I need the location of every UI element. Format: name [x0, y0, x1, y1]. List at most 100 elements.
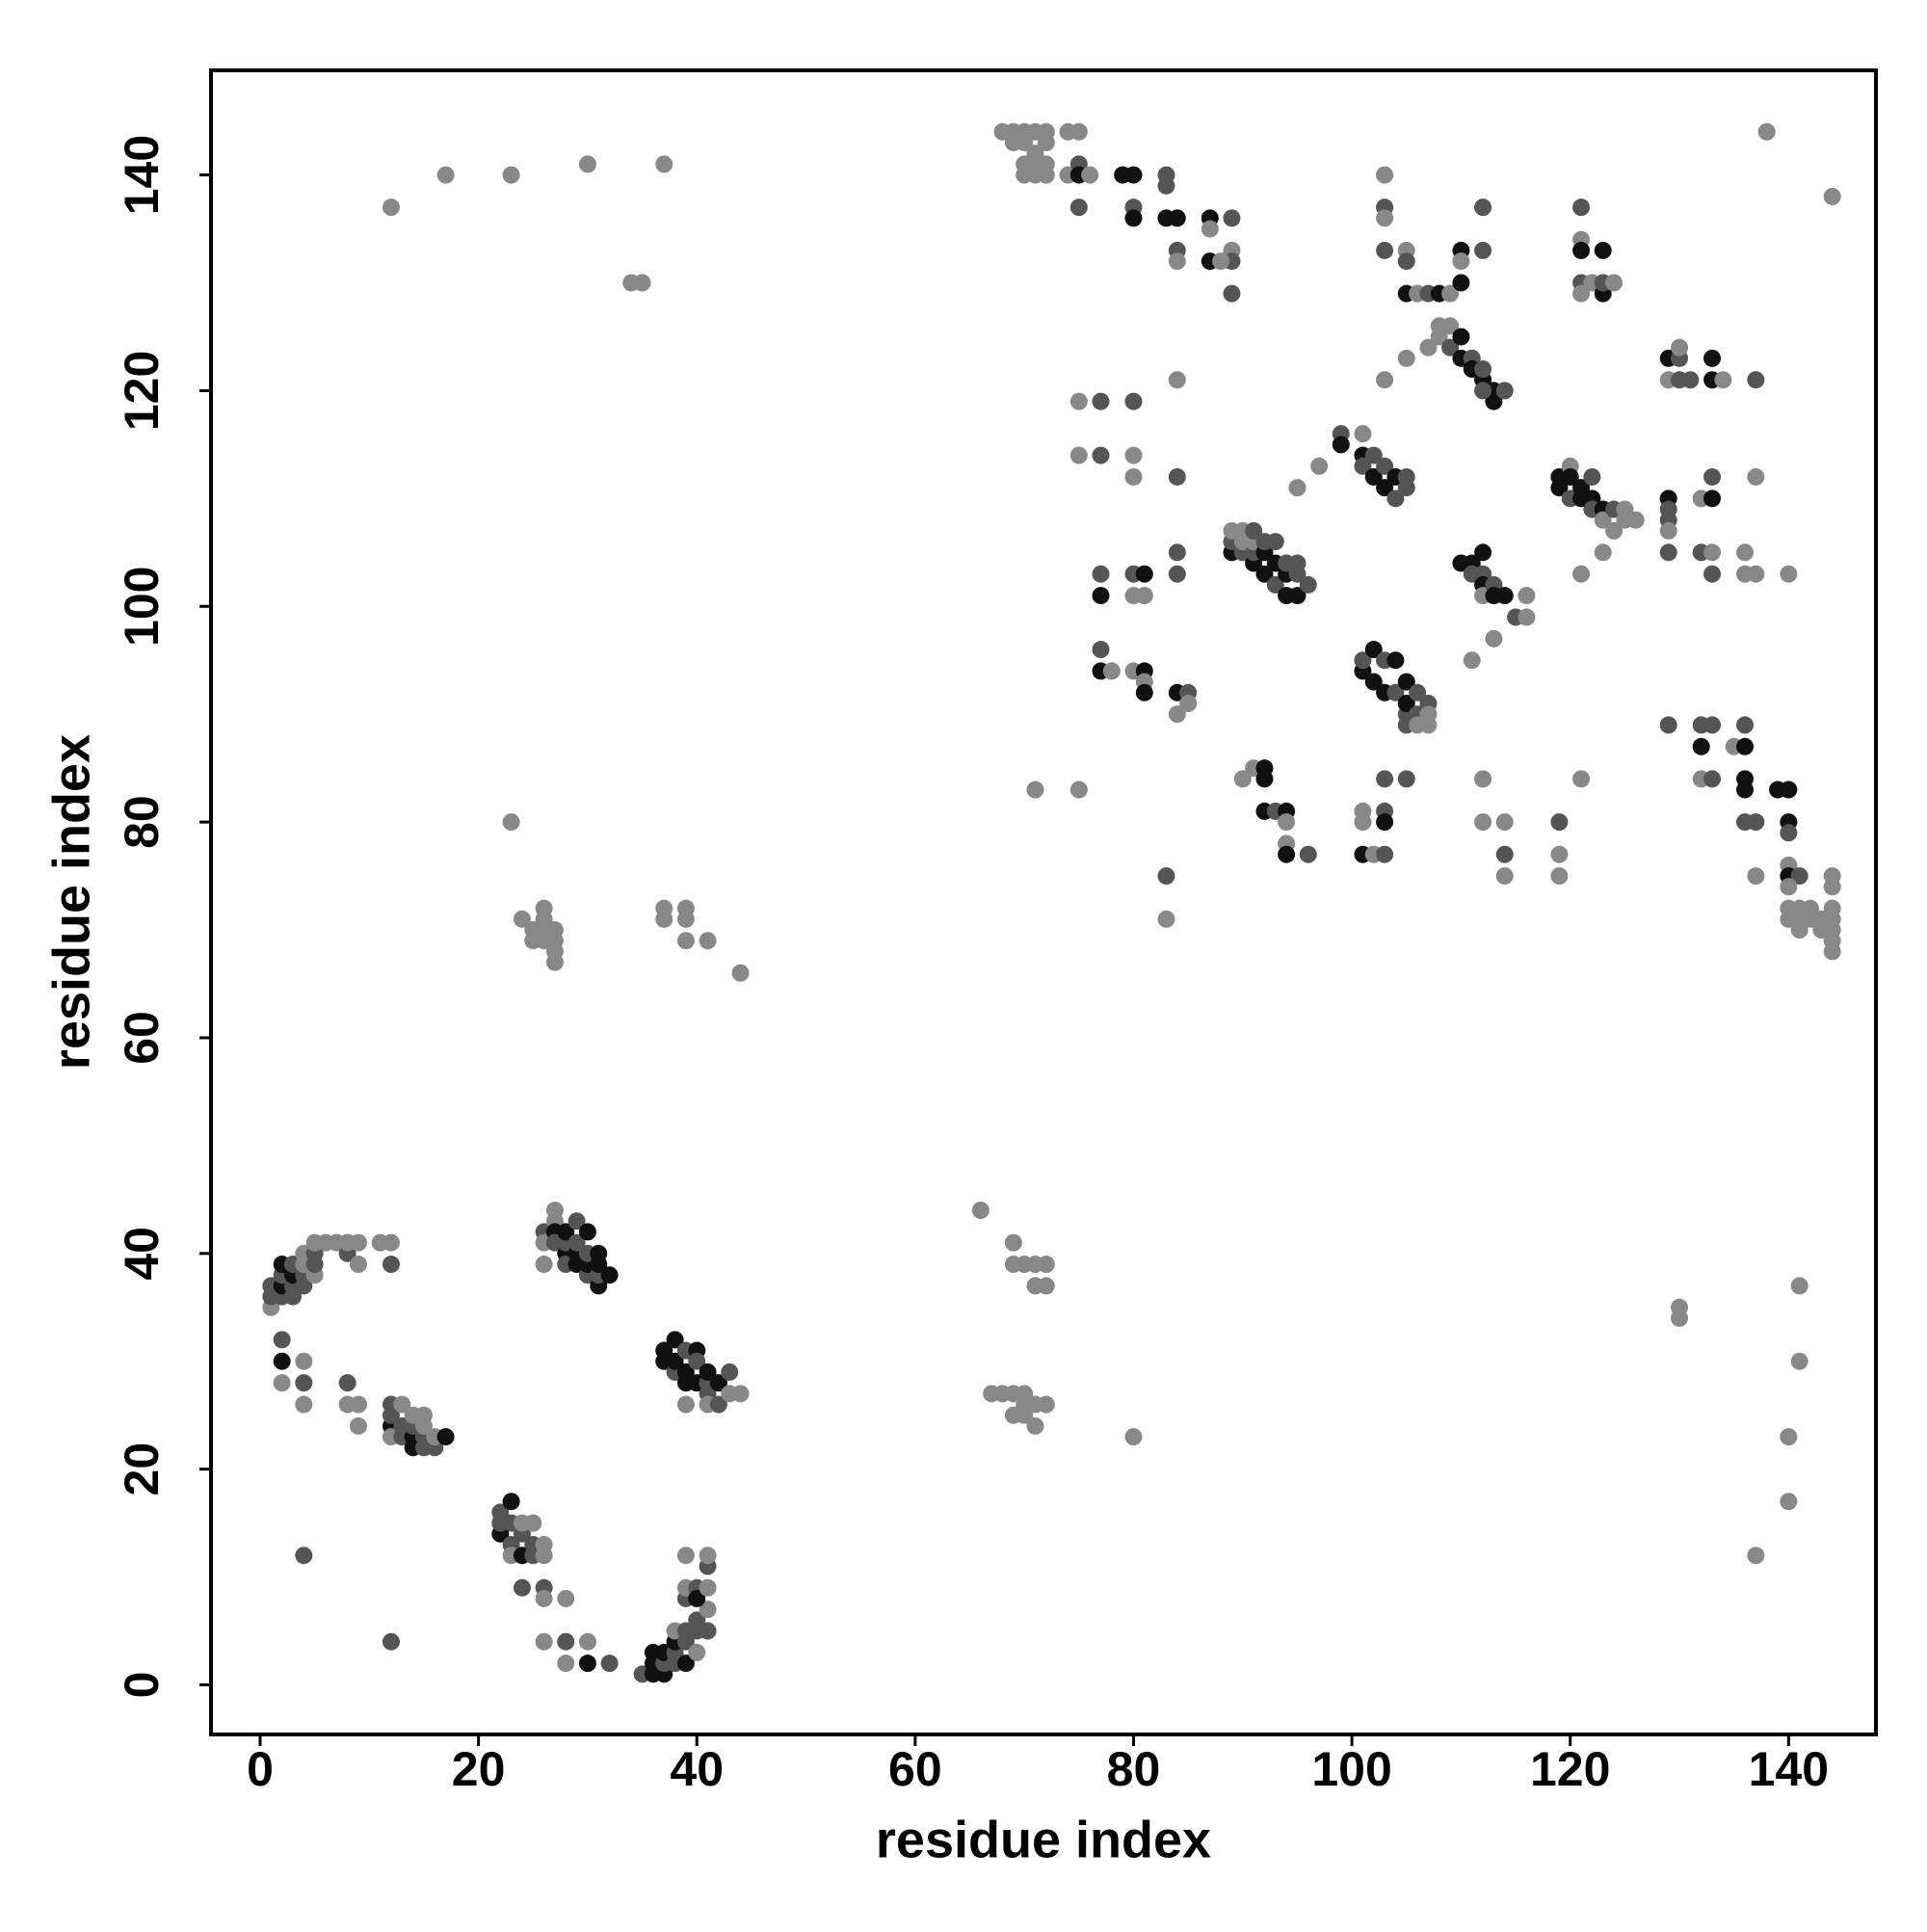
contact-point: [502, 166, 520, 184]
contact-point: [666, 1352, 684, 1370]
contact-point: [1419, 338, 1438, 357]
contact-point: [699, 1622, 717, 1640]
contact-point: [1452, 252, 1470, 271]
contact-point: [1474, 770, 1492, 788]
contact-point: [1157, 867, 1175, 886]
contact-point: [1430, 328, 1448, 346]
contact-point: [699, 932, 717, 950]
y-tick-label: 120: [115, 351, 169, 431]
contact-point: [491, 1503, 510, 1522]
contact-point: [1135, 565, 1153, 583]
contact-point: [1092, 392, 1110, 410]
contact-point: [1168, 252, 1186, 271]
contact-point: [1081, 166, 1099, 184]
contact-point: [1310, 457, 1329, 475]
contact-point: [1823, 878, 1841, 896]
contact-point: [1299, 845, 1317, 863]
contact-point: [513, 1578, 531, 1597]
y-tick-label: 140: [115, 135, 169, 215]
contact-point: [1747, 1547, 1765, 1565]
x-tick-label: 100: [1311, 1742, 1391, 1796]
contact-point: [1495, 845, 1514, 863]
contact-point: [1037, 1256, 1055, 1274]
contact-point: [436, 166, 455, 184]
contact-point: [1823, 187, 1841, 205]
contact-point: [676, 1547, 695, 1565]
contact-point: [1124, 209, 1143, 227]
contact-point: [699, 1363, 717, 1381]
contact-point: [699, 1578, 717, 1597]
contact-point: [1299, 575, 1317, 594]
contact-point: [349, 1416, 367, 1435]
contact-point: [502, 813, 520, 832]
contact-point: [1659, 716, 1677, 734]
x-tick-label: 40: [670, 1742, 724, 1796]
contact-point: [1233, 770, 1252, 788]
contact-point: [436, 1428, 455, 1446]
contact-point: [1605, 521, 1623, 540]
contact-point: [1572, 198, 1591, 217]
contact-point: [1409, 683, 1427, 701]
x-tick-label: 80: [1107, 1742, 1161, 1796]
contact-point: [1016, 1406, 1034, 1424]
contact-point: [1255, 770, 1274, 788]
contact-point: [1354, 651, 1372, 670]
contact-point: [545, 953, 564, 971]
contact-point: [666, 1331, 684, 1349]
contact-point: [1659, 521, 1677, 540]
contact-point: [513, 910, 531, 928]
contact-point: [1474, 813, 1492, 832]
contact-point: [1703, 349, 1722, 367]
contact-point: [1790, 921, 1808, 940]
y-tick-label: 100: [115, 567, 169, 647]
contact-point: [1376, 209, 1394, 227]
contact-point: [1168, 371, 1186, 389]
contact-point: [1212, 252, 1230, 271]
contact-point: [1747, 565, 1765, 583]
contact-point: [1736, 737, 1755, 755]
contact-point: [535, 1589, 553, 1607]
contact-point: [1703, 770, 1722, 788]
contact-point: [1780, 824, 1798, 842]
contact-point: [1179, 694, 1198, 712]
contact-point: [655, 1341, 673, 1360]
contact-point: [1594, 543, 1612, 562]
contact-point: [1736, 716, 1755, 734]
contact-point: [1397, 694, 1415, 712]
contact-point: [1376, 457, 1394, 475]
contact-point: [688, 1611, 706, 1629]
contact-point: [709, 1395, 727, 1414]
contact-point: [382, 1632, 400, 1651]
contact-point: [1376, 813, 1394, 832]
y-axis-label: residue index: [42, 734, 100, 1070]
contact-point: [1288, 554, 1307, 572]
contact-point: [1474, 382, 1492, 400]
contact-point: [1780, 565, 1798, 583]
contact-point: [1485, 629, 1503, 648]
contact-point: [1681, 371, 1700, 389]
contact-point: [1790, 867, 1808, 886]
contact-point: [1201, 220, 1219, 238]
contact-point: [676, 1363, 695, 1381]
contact-point: [393, 1395, 411, 1414]
contact-point: [1485, 392, 1503, 410]
x-tick-label: 0: [247, 1742, 274, 1796]
contact-point: [1572, 565, 1591, 583]
contact-point: [578, 1223, 596, 1241]
contact-point: [295, 1547, 313, 1565]
contact-point: [1376, 371, 1394, 389]
contact-point: [1092, 641, 1110, 659]
contact-point: [699, 1601, 717, 1619]
contact-point: [1364, 446, 1383, 464]
contact-point: [1157, 910, 1175, 928]
contact-point: [1397, 252, 1415, 271]
contact-point: [1452, 328, 1470, 346]
contact-point: [1790, 1352, 1808, 1370]
contact-point: [1790, 1277, 1808, 1295]
contact-point: [382, 1256, 400, 1274]
contact-point: [699, 1547, 717, 1565]
contact-point: [1354, 425, 1372, 443]
contact-point: [1135, 683, 1153, 701]
contact-point: [731, 1385, 750, 1403]
